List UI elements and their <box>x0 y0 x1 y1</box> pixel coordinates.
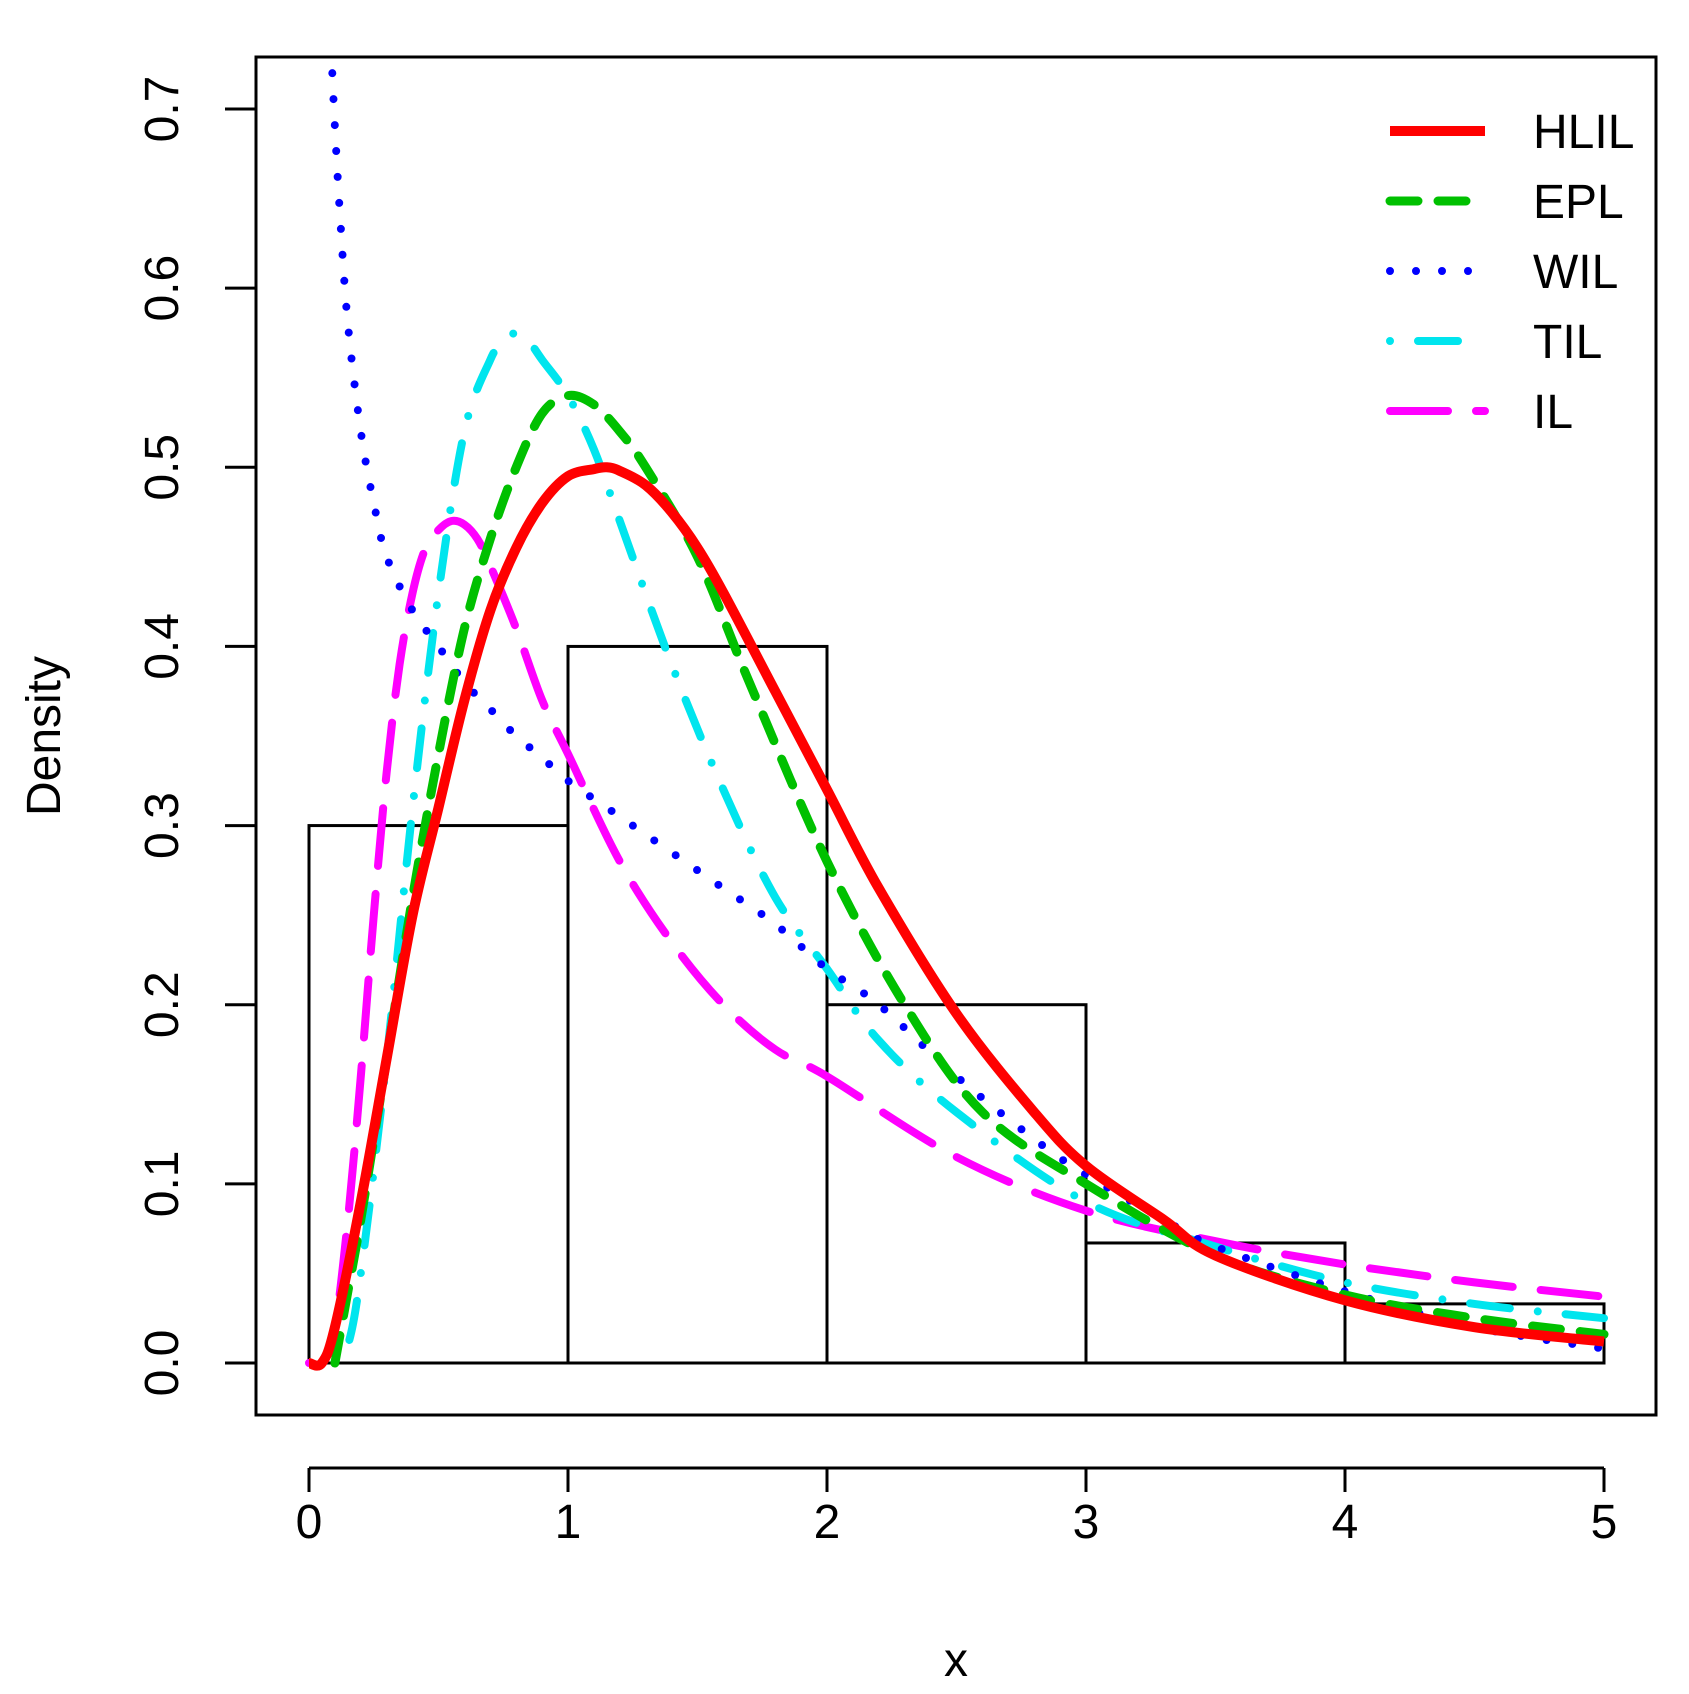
histogram-bar <box>566 644 829 1365</box>
curve-hlil <box>307 462 1605 1371</box>
x-tick-label: 3 <box>1073 1496 1100 1549</box>
x-tick-label: 4 <box>1332 1496 1359 1549</box>
x-tick-label: 1 <box>555 1496 582 1549</box>
x-axis: 0 1 2 3 4 5 <box>296 1466 1618 1549</box>
legend-label: WIL <box>1533 246 1618 299</box>
curve-til <box>330 328 1608 1367</box>
x-tick-label: 0 <box>296 1496 323 1549</box>
curve-il <box>305 516 1608 1370</box>
histogram <box>307 644 1606 1365</box>
curve-wil <box>328 69 1608 1353</box>
histogram-bar <box>825 1003 1088 1365</box>
x-tick-label: 5 <box>1591 1496 1618 1549</box>
y-tick-label: 0.5 <box>136 434 189 501</box>
y-tick-label: 0.2 <box>136 971 189 1038</box>
y-tick-label: 0.4 <box>136 613 189 680</box>
legend-label: EPL <box>1533 176 1624 229</box>
y-axis-label: Density <box>18 656 71 816</box>
legend-label: HLIL <box>1533 106 1634 159</box>
plot-box <box>254 55 1658 1417</box>
y-tick-label: 0.6 <box>136 255 189 322</box>
y-axis: 0.0 0.1 0.2 0.3 0.4 0.5 0.6 0.7 <box>136 76 258 1397</box>
density-curves <box>305 69 1609 1371</box>
x-tick-label: 2 <box>814 1496 841 1549</box>
legend: HLIL EPL WIL TIL IL <box>1385 106 1634 439</box>
y-tick-label: 0.3 <box>136 792 189 859</box>
y-tick-label: 0.1 <box>136 1150 189 1217</box>
legend-label: TIL <box>1533 316 1602 369</box>
y-tick-label: 0.7 <box>136 76 189 143</box>
x-axis-label: x <box>944 1634 968 1687</box>
legend-label: IL <box>1533 386 1573 439</box>
y-tick-label: 0.0 <box>136 1330 189 1397</box>
